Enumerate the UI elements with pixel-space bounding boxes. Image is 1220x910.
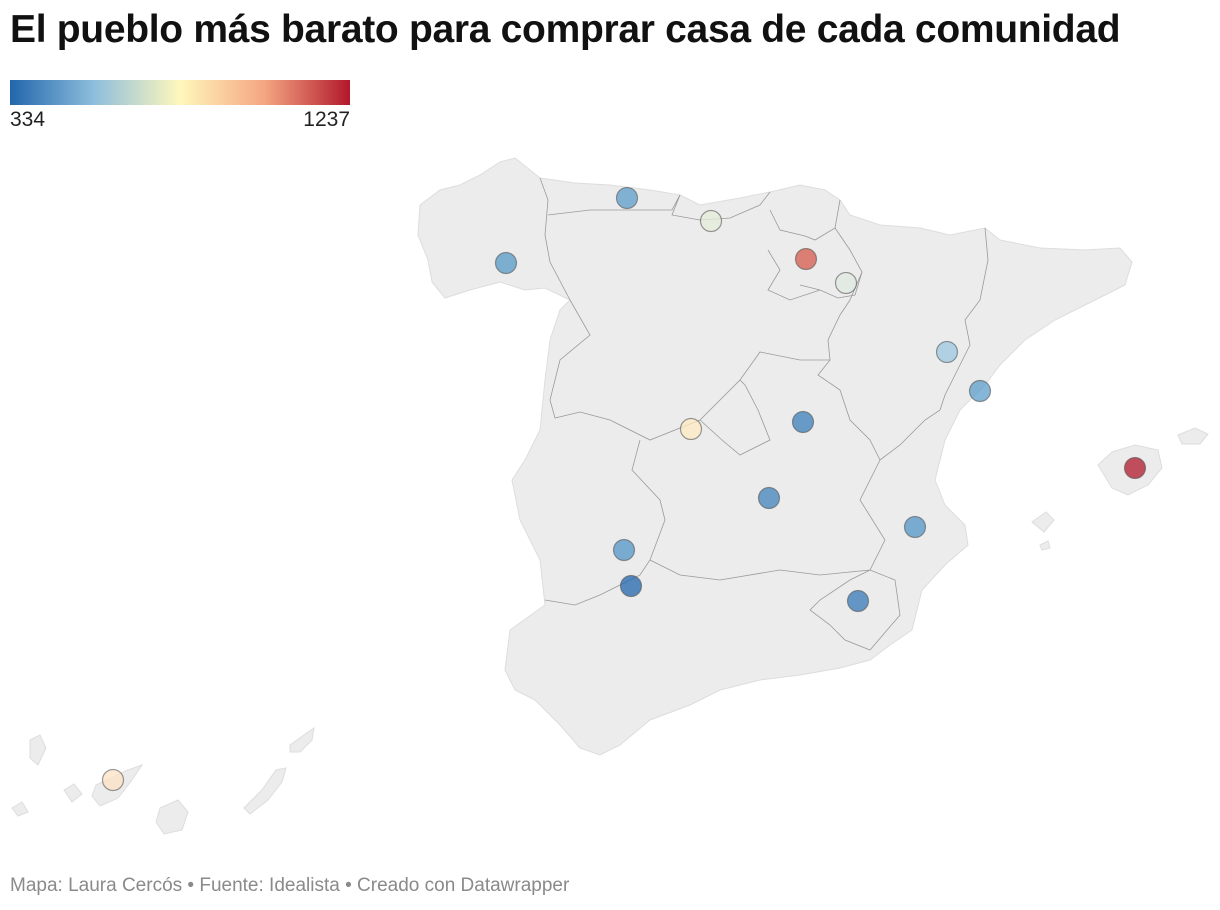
marker-aragón[interactable] xyxy=(935,340,959,364)
marker-layer xyxy=(101,186,1147,792)
marker-cantabria[interactable] xyxy=(699,209,723,233)
la-gomera xyxy=(63,783,83,803)
region-borders xyxy=(539,177,989,651)
marker-galicia[interactable] xyxy=(494,251,518,275)
legend-bar-spacer xyxy=(10,80,350,105)
land-layer xyxy=(11,157,1209,835)
legend-labels: 334 1237 xyxy=(10,108,350,132)
legend-min-label: 334 xyxy=(10,108,46,131)
legend-gradient xyxy=(10,80,350,105)
legend-max-label: 1237 xyxy=(303,108,350,131)
marker-islas-baleares[interactable] xyxy=(1123,456,1147,480)
marker-comunidad-valenciana[interactable] xyxy=(903,515,927,539)
marker-andalucía[interactable] xyxy=(619,574,643,598)
fuerteventura xyxy=(243,767,287,815)
marker-extremadura[interactable] xyxy=(612,538,636,562)
marker-país-vasco[interactable] xyxy=(794,247,818,271)
marker-islas-canarias[interactable] xyxy=(101,768,125,792)
ibiza xyxy=(1031,511,1055,533)
marker-asturias[interactable] xyxy=(615,186,639,210)
menorca xyxy=(1177,427,1209,445)
formentera xyxy=(1039,540,1051,551)
color-legend: 334 1237 xyxy=(10,80,350,132)
el-hierro xyxy=(11,801,29,817)
lanzarote xyxy=(289,726,315,753)
marker-madrid[interactable] xyxy=(679,417,703,441)
marker-navarra[interactable] xyxy=(834,271,858,295)
spain-mainland xyxy=(417,157,1133,756)
marker-cataluña[interactable] xyxy=(968,379,992,403)
map-credits: Mapa: Laura Cercós • Fuente: Idealista •… xyxy=(10,875,570,896)
page-title: El pueblo más barato para comprar casa d… xyxy=(10,8,1121,51)
legend-color-bar xyxy=(10,80,350,105)
marker-castilla-la-mancha[interactable] xyxy=(757,486,781,510)
marker-región-de-murcia[interactable] xyxy=(846,589,870,613)
gran-canaria xyxy=(155,799,189,835)
marker-castilla-y-león[interactable] xyxy=(791,410,815,434)
la-palma xyxy=(29,734,47,766)
